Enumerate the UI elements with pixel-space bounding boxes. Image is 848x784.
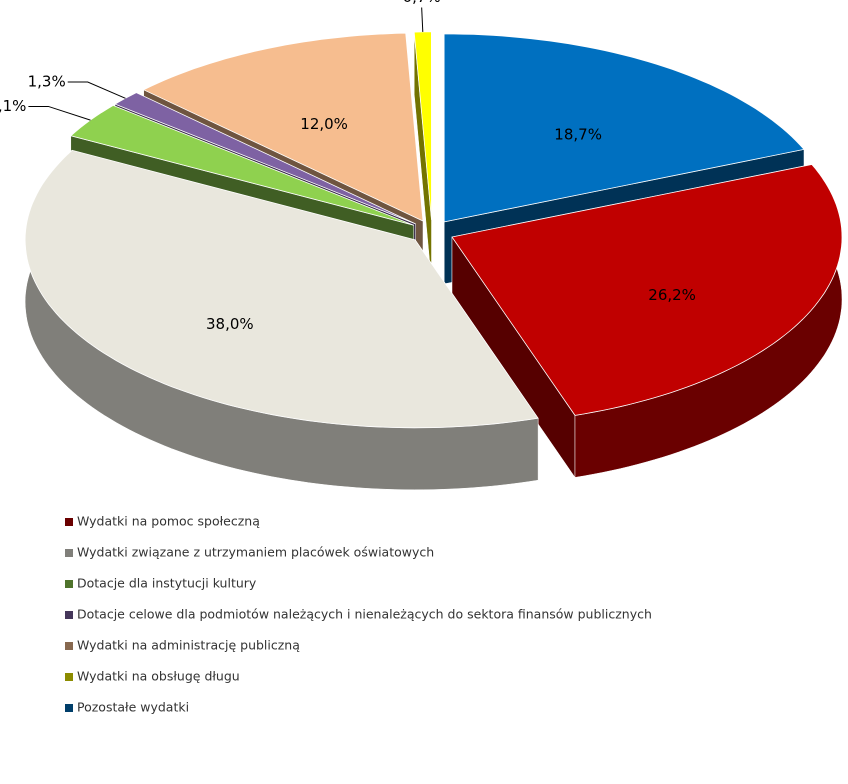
slice — [451, 164, 843, 416]
legend: Wydatki na pomoc społeczną Wydatki związa… — [65, 514, 652, 715]
legend-label: Wydatki na obsługę długu — [77, 669, 240, 684]
legend-label: Wydatki na administrację publiczną — [77, 638, 300, 653]
leader-line — [28, 105, 91, 121]
legend-swatch — [65, 611, 73, 619]
legend-swatch — [65, 673, 73, 681]
legend-swatch — [65, 642, 73, 650]
data-label: 0,7% — [403, 0, 441, 6]
slice — [443, 33, 805, 223]
legend-swatch — [65, 549, 73, 557]
legend-swatch — [65, 580, 73, 588]
data-label: 18,7% — [554, 125, 602, 143]
legend-label: Wydatki na pomoc społeczną — [77, 514, 260, 529]
legend-label: Wydatki związane z utrzymaniem placówek … — [77, 545, 434, 560]
data-label: 12,0% — [300, 115, 348, 133]
leader-line — [67, 81, 126, 99]
legend-label: Dotacje dla instytucji kultury — [77, 576, 257, 591]
slice — [24, 149, 539, 429]
legend-swatch — [65, 518, 73, 526]
leader-line — [421, 7, 424, 32]
slice — [142, 32, 424, 222]
data-label: 38,0% — [206, 315, 254, 333]
data-label: 3,1% — [0, 97, 26, 115]
data-label: 26,2% — [648, 286, 696, 304]
legend-label: Pozostałe wydatki — [77, 700, 189, 715]
data-label: 1,3% — [28, 72, 66, 90]
legend-label: Dotacje celowe dla podmiotów należących … — [77, 607, 652, 622]
legend-swatch — [65, 704, 73, 712]
